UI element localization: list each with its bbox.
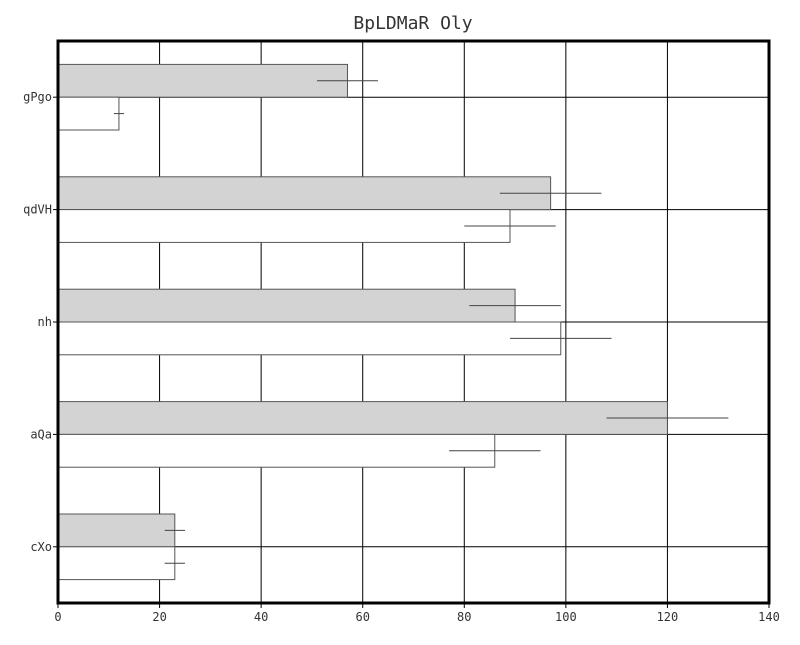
plot-frame [56, 39, 771, 605]
x-tick-label: 100 [555, 610, 577, 624]
bar [57, 546, 176, 581]
y-tick-label: cXo [30, 540, 52, 554]
x-tick-label: 0 [54, 610, 61, 624]
bar [57, 96, 120, 131]
bar [57, 401, 668, 435]
x-tick-label: 120 [657, 610, 679, 624]
x-tick-label: 40 [254, 610, 268, 624]
bar [57, 433, 496, 468]
bar [57, 513, 176, 548]
bar [57, 63, 348, 98]
bar [57, 288, 516, 323]
x-tick-label: 80 [457, 610, 471, 624]
y-tick-label: qdVH [23, 203, 52, 217]
bar [57, 176, 552, 211]
chart-title: BpLDMaR Oly [353, 13, 472, 34]
x-tick-label: 60 [355, 610, 369, 624]
y-tick-label: gPgo [23, 90, 52, 104]
y-tick-label: nh [38, 315, 52, 329]
bar [57, 209, 511, 243]
x-tick-label: 20 [152, 610, 166, 624]
x-tick-label: 140 [758, 610, 780, 624]
y-tick-label: aQa [30, 427, 52, 441]
bar [57, 321, 562, 356]
